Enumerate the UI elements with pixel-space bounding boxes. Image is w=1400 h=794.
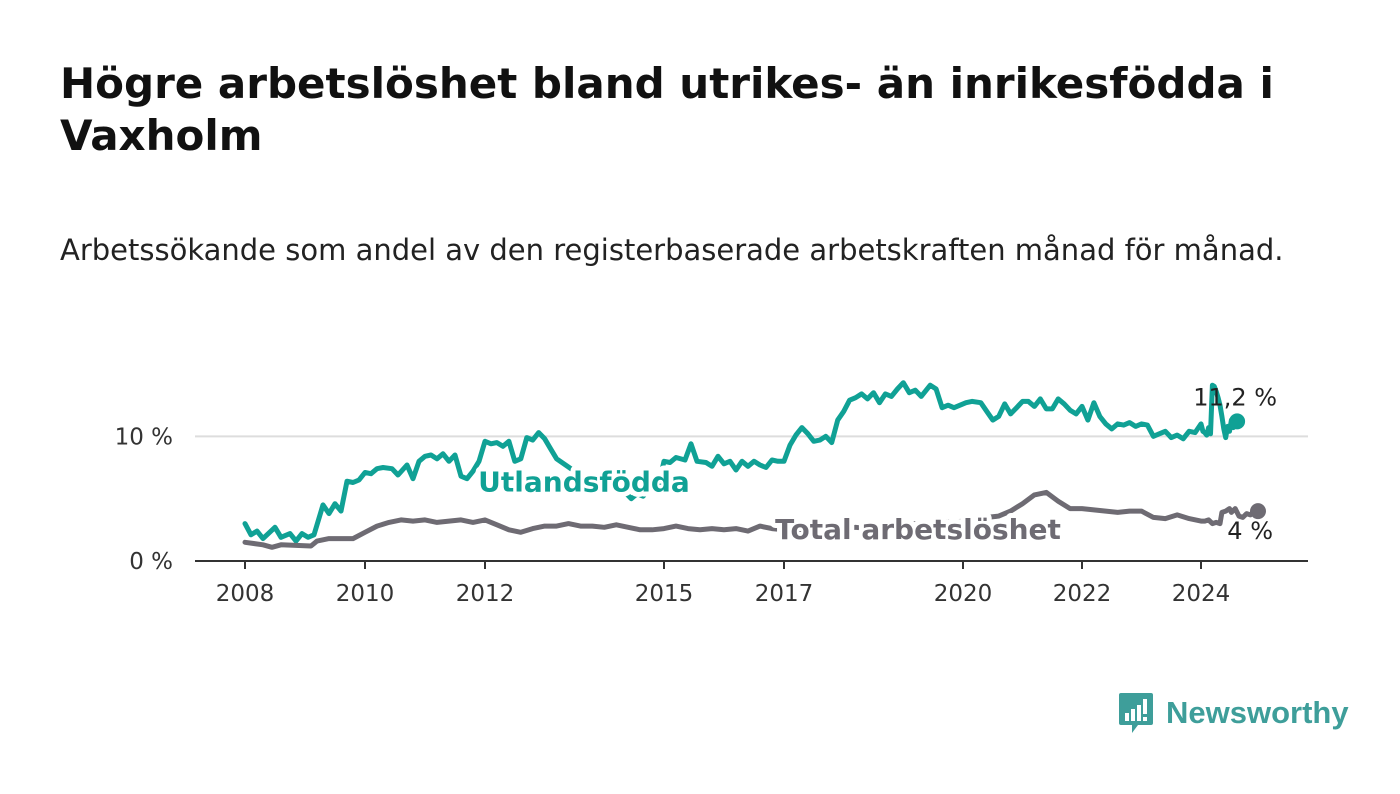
brand-logo: Newsworthy [1118,690,1349,736]
y-tick-label: 10 % [115,424,173,450]
x-tick-label: 2024 [1172,581,1231,607]
series-name-label-1: Total arbetslöshet [775,513,1061,546]
brand-name: Newsworthy [1166,695,1349,730]
series-end-marker-0 [1229,413,1246,430]
x-tick-label: 2022 [1053,581,1112,607]
series-end-marker-1 [1250,503,1266,520]
series-end-label-0: 11,2 % [1193,383,1277,411]
axis-layer: 0 % 10 % 2008 2010 2012 2015 2017 2020 2022 2024 [115,424,1308,607]
series-name-halo-0: Utlandsfödda [478,466,690,499]
chart-subtitle: Arbetssökande som andel av den registerb… [60,233,1284,267]
series-name-halo-1: Total arbetslöshet [775,513,1061,546]
series-name-label-0: Utlandsfödda [478,466,690,499]
x-tick-label: 2015 [635,581,694,607]
series-layer [242,380,1266,550]
series-line-0 [242,380,1240,544]
x-tick-label: 2017 [755,581,814,607]
newsworthy-logo-icon [1119,693,1153,733]
chart-title: Högre arbetslöshet bland utrikes- än inr… [60,59,1274,160]
series-end-label-1: 4 % [1227,517,1273,545]
x-tick-label: 2020 [934,581,993,607]
x-tick-label: 2012 [456,581,515,607]
x-tick-label: 2010 [336,581,395,607]
x-tick-label: 2008 [216,581,275,607]
series-line-1 [242,489,1261,550]
y-tick-label: 0 % [129,549,173,575]
